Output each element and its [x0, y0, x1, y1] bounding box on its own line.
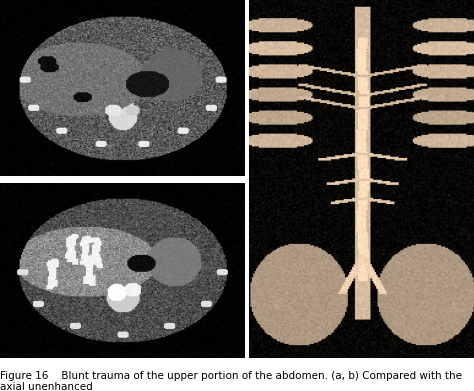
Text: a.: a.: [5, 144, 18, 158]
Text: c.: c.: [251, 344, 264, 357]
Text: b.: b.: [5, 344, 18, 357]
Text: Figure 16    Blunt trauma of the upper portion of the abdomen. (a, b) Compared w: Figure 16 Blunt trauma of the upper port…: [0, 371, 462, 391]
